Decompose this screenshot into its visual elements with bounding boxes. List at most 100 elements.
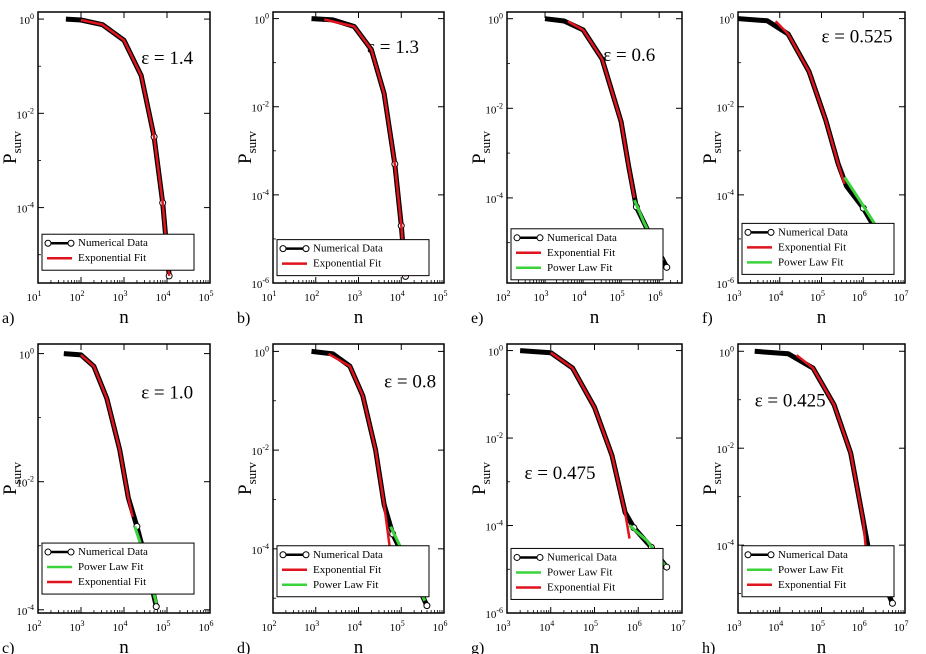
x-tick-label: 103 (70, 619, 85, 634)
x-tick-label-exp: 5 (444, 289, 448, 298)
x-tick-label-base: 10 (113, 622, 125, 634)
y-tick-label-base: 10 (251, 545, 263, 557)
y-tick-label-exp: 0 (499, 344, 503, 353)
y-tick-label: 100 (254, 12, 269, 27)
x-tick-label-exp: 4 (779, 619, 783, 628)
y-axis-label-main: P (700, 153, 721, 164)
legend-entry: Numerical Data (78, 546, 148, 558)
x-tick-label: 106 (433, 619, 448, 634)
x-tick-label-exp: 1 (38, 289, 42, 298)
legend-entry: Power Law Fit (547, 262, 612, 274)
panel-g: 103 104 105 106 10710010-210-410-6nPsurvg)ε … (469, 343, 686, 654)
x-tick-label-base: 10 (894, 622, 906, 634)
legend-entry: Numerical Data (313, 243, 383, 255)
y-tick-label-base: 10 (16, 204, 28, 216)
y-tick-label: 10-2 (716, 100, 734, 115)
y-tick-label: 100 (19, 12, 34, 27)
x-tick-label: 104 (768, 619, 783, 634)
numerical-data-line (519, 348, 669, 569)
x-tick-label: 107 (671, 619, 686, 634)
y-axis-label-sub: surv (709, 462, 724, 485)
x-tick-label-exp: 3 (738, 289, 742, 298)
x-tick-label: 107 (894, 619, 909, 634)
legend: Numerical Data Power Law Fit Exponential F… (741, 545, 895, 598)
y-axis-label: Psurv (0, 131, 24, 164)
x-tick-label-exp: 4 (124, 619, 128, 628)
x-tick-label-base: 10 (433, 292, 445, 304)
x-tick-label: 105 (810, 289, 825, 304)
x-tick-label-base: 10 (496, 622, 508, 634)
x-axis-label: n (817, 637, 827, 654)
x-tick-label-exp: 3 (507, 619, 511, 628)
x-tick-label: 105 (810, 619, 825, 634)
legend-marker (67, 548, 75, 556)
x-tick-label-base: 10 (262, 622, 274, 634)
y-tick-label-base: 10 (16, 478, 28, 490)
x-tick-label: 104 (539, 619, 554, 634)
y-axis-label-sub: surv (244, 462, 259, 485)
x-tick-label-base: 10 (810, 622, 822, 634)
x-tick-label-base: 10 (496, 292, 508, 304)
x-tick-label-base: 10 (113, 292, 125, 304)
legend-entry: Exponential Fit (778, 241, 846, 253)
x-tick-label-base: 10 (727, 292, 739, 304)
y-tick-label-exp: -2 (727, 441, 734, 450)
y-axis-label: Psurv (235, 131, 259, 164)
legend-entry: Power Law Fit (778, 256, 843, 268)
x-tick-label: 102 (496, 289, 511, 304)
x-tick-label-base: 10 (583, 622, 595, 634)
y-tick-label: 10-2 (716, 441, 734, 456)
x-tick-label-exp: 5 (401, 619, 405, 628)
x-tick-label-exp: 7 (905, 619, 909, 628)
y-axis-label-main: P (700, 484, 721, 495)
legend-entry: Numerical Data (778, 226, 848, 238)
panel-label: e) (471, 310, 483, 327)
x-axis-label: n (817, 307, 827, 328)
exponential-fit-line (567, 20, 636, 199)
legend-marker (302, 551, 310, 559)
y-tick-label-exp: 0 (730, 344, 734, 353)
x-tick-label-exp: 5 (210, 289, 214, 298)
legend: Numerical Data Power Law Fit Exponential F… (41, 542, 195, 595)
y-tick-label-exp: -4 (27, 603, 34, 612)
x-tick-label-base: 10 (304, 292, 316, 304)
x-tick-label-exp: 6 (863, 619, 867, 628)
x-tick-label: 102 (262, 619, 277, 634)
y-tick-label-base: 10 (719, 347, 731, 359)
y-tick-label-exp: -4 (27, 201, 34, 210)
panel-label: c) (2, 640, 14, 654)
x-tick-label-exp: 6 (444, 619, 448, 628)
exponential-fit-line (80, 18, 171, 277)
x-tick-label-exp: 3 (358, 289, 362, 298)
legend-marker (767, 551, 775, 559)
x-tick-label-base: 10 (390, 292, 402, 304)
x-tick-label-exp: 4 (401, 289, 405, 298)
x-tick-label-exp: 5 (821, 289, 825, 298)
y-tick-label: 10-2 (16, 475, 34, 490)
y-axis-label-sub: surv (244, 131, 259, 154)
data-point-marker (152, 603, 160, 611)
legend-entry: Numerical Data (547, 232, 617, 244)
x-tick-label-exp: 3 (124, 289, 128, 298)
y-axis-label-main: P (0, 484, 21, 495)
y-tick-label-base: 10 (716, 279, 728, 291)
y-tick-label-exp: -4 (262, 542, 269, 551)
x-tick-label: 101 (27, 289, 42, 304)
legend-marker (279, 551, 287, 559)
x-tick-label: 104 (572, 289, 587, 304)
series-group (65, 16, 173, 280)
y-tick-label-base: 10 (251, 446, 263, 458)
y-axis-label: Psurv (0, 462, 24, 495)
x-tick-label-base: 10 (610, 292, 622, 304)
y-tick-label-base: 10 (254, 15, 266, 27)
y-tick-label-base: 10 (719, 15, 731, 27)
y-tick-label: 10-4 (716, 188, 734, 203)
legend-entry: Numerical Data (313, 549, 383, 561)
x-tick-label-exp: 4 (358, 619, 362, 628)
x-tick-label: 106 (627, 619, 642, 634)
x-tick-label: 104 (113, 619, 128, 634)
y-tick-label: 10-2 (16, 106, 34, 121)
